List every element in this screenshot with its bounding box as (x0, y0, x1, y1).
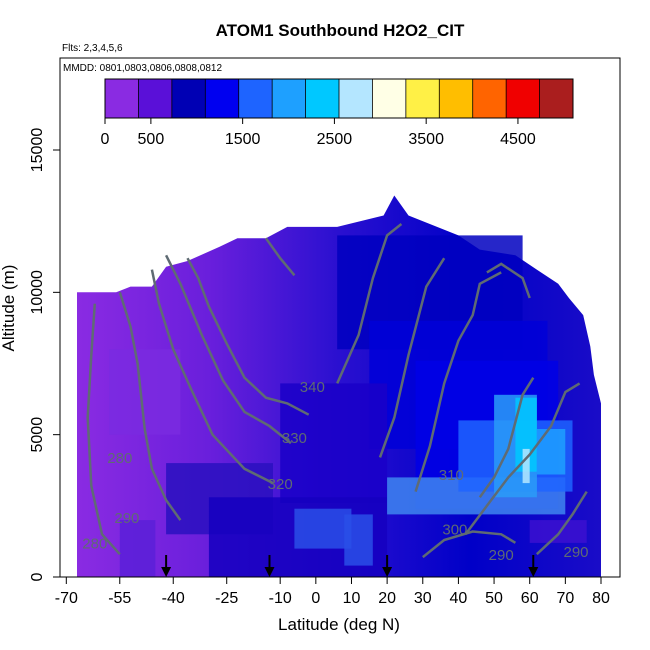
contour-line-3 (118, 291, 182, 521)
heatmap-field (77, 195, 601, 577)
contour-line-0 (186, 257, 310, 416)
contour-label-3: 310 (439, 467, 464, 484)
x-tick-label-7: 20 (378, 590, 396, 607)
colorbar-tick-label-5: 4500 (500, 131, 536, 148)
colorbar-segment-2 (171, 79, 206, 118)
x-tick-label-4: -10 (269, 590, 292, 607)
chart-title: ATOM1 Southbound H2O2_CIT (216, 21, 465, 40)
y-tick-label-1: 5000 (29, 417, 46, 453)
colorbar-segment-12 (506, 79, 540, 118)
colorbar-tick-label-2: 1500 (225, 131, 261, 148)
contour-label-1: 330 (282, 430, 307, 447)
contour-label-8: 280 (82, 536, 107, 553)
x-axis: -70 -55 -40 -25 -10 0 10 20 30 40 50 60 70 80 (55, 576, 620, 607)
heatmap-patch-12 (522, 448, 530, 484)
x-axis-label: Latitude (deg N) (278, 615, 400, 634)
heatmap-patch-3 (280, 383, 388, 503)
colorbar-tick-label-4: 3500 (408, 131, 444, 148)
colorbar-segment-11 (472, 79, 507, 118)
contour-line-1 (164, 254, 292, 445)
contour-line-10 (535, 490, 588, 556)
contour-lines (86, 223, 588, 559)
colorbar-segment-1 (138, 79, 173, 118)
colorbar-frame (104, 78, 574, 119)
colorbar-segment-10 (439, 79, 474, 118)
flight-marker-head-1 (264, 567, 275, 577)
flight-marker-head-2 (382, 567, 393, 577)
contour-line-2 (150, 269, 274, 485)
contour-label-2: 320 (268, 476, 293, 493)
colorbar-tick-label-0: 0 (101, 131, 110, 148)
colorbar-tick-label-3: 2500 (317, 131, 353, 148)
colorbar: 0 500 1500 2500 3500 4500 (101, 78, 574, 148)
flights-subtitle: Flts: 2,3,4,5,6 (62, 43, 123, 54)
x-tick-label-0: -70 (55, 590, 78, 607)
contour-line-11 (478, 377, 535, 499)
contour-line-9 (422, 530, 517, 559)
y-tick-label-3: 15000 (29, 128, 46, 173)
colorbar-segment-4 (238, 79, 273, 118)
contour-labels: 340 330 320 310 300 290 290 290 280 280 (82, 379, 588, 564)
colorbar-tick-label-1: 500 (138, 131, 165, 148)
contour-line-13 (486, 262, 531, 299)
y-axis-label: Altitude (m) (0, 265, 18, 352)
flight-marker-head-0 (161, 567, 172, 577)
colorbar-segment-9 (405, 79, 440, 118)
x-tick-label-2: -40 (162, 590, 185, 607)
contour-line-7 (414, 271, 502, 492)
y-axis: 0 5000 10000 15000 (29, 58, 61, 581)
contour-label-4: 300 (442, 521, 467, 538)
heatmap-patch-7 (344, 514, 373, 566)
x-tick-label-13: 80 (592, 590, 610, 607)
x-tick-label-6: 10 (343, 590, 361, 607)
contour-line-12 (264, 237, 296, 277)
x-tick-label-5: 0 (311, 590, 320, 607)
colorbar-segment-6 (305, 79, 340, 118)
heatmap-patch-16 (119, 520, 156, 577)
contour-label-9: 280 (107, 450, 132, 467)
heatmap-patch-13 (536, 429, 566, 475)
contour-line-6 (378, 257, 446, 458)
colorbar-segment-13 (539, 79, 574, 118)
x-tick-label-1: -55 (108, 590, 131, 607)
x-tick-label-11: 60 (521, 590, 539, 607)
contour-line-5 (336, 223, 403, 384)
heatmap-patch-15 (529, 520, 587, 543)
contour-label-7: 290 (563, 544, 588, 561)
x-tick-label-12: 70 (556, 590, 574, 607)
x-tick-label-8: 30 (414, 590, 432, 607)
colorbar-segment-7 (339, 79, 373, 118)
heatmap-patch-6 (294, 508, 352, 549)
colorbar-segment-3 (205, 79, 240, 118)
y-tick-label-0: 0 (29, 572, 46, 581)
x-tick-label-10: 50 (485, 590, 503, 607)
flight-marker-head-3 (528, 567, 539, 577)
contour-label-5: 290 (114, 510, 139, 527)
x-tick-label-9: 40 (450, 590, 468, 607)
colorbar-segment-0 (105, 79, 139, 118)
contour-label-6: 290 (489, 547, 514, 564)
contour-label-0: 340 (300, 379, 325, 396)
colorbar-segment-8 (372, 79, 407, 118)
contour-line-8 (464, 382, 581, 536)
x-tick-label-3: -25 (215, 590, 238, 607)
flight-markers (161, 555, 539, 577)
y-tick-label-2: 10000 (29, 270, 46, 315)
colorbar-segment-5 (272, 79, 306, 118)
contour-line-4 (86, 303, 121, 556)
dates-subtitle: MMDD: 0801,0803,0806,0808,0812 (63, 63, 222, 74)
